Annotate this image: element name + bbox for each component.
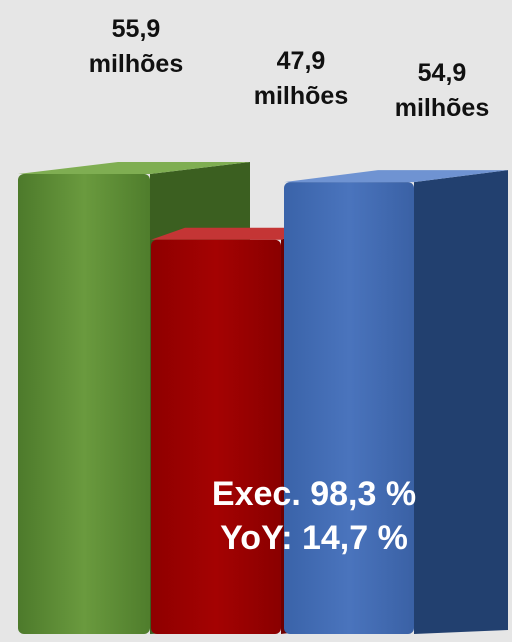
bar-2-top — [151, 227, 315, 240]
bar-label-1: 55,9 milhões — [76, 12, 196, 82]
yoy-text: YoY: 14,7 % — [220, 519, 408, 557]
bar-3-side — [414, 170, 508, 634]
bar-2-front — [151, 239, 281, 634]
bar-1-top — [18, 161, 250, 174]
bar-3 — [284, 170, 508, 634]
bar-label-2: 47,9 milhões — [236, 44, 366, 114]
bar-1-front — [18, 173, 150, 634]
execution-annotation: Exec. 98,3 % YoY: 14,7 % — [184, 472, 444, 560]
bar-label-2-value: 47,9 — [276, 47, 326, 75]
bar-label-1-unit: milhões — [88, 50, 184, 78]
bar-3-top — [284, 170, 508, 183]
exec-text: Exec. 98,3 % — [211, 475, 417, 513]
bar-label-2-unit: milhões — [253, 82, 349, 110]
bar-label-1-value: 55,9 — [111, 15, 161, 43]
bar-3-front — [284, 182, 414, 634]
bar-label-3-unit: milhões — [394, 94, 490, 122]
bar-label-3-value: 54,9 — [417, 59, 467, 87]
bar-label-3: 54,9 milhões — [380, 56, 504, 126]
